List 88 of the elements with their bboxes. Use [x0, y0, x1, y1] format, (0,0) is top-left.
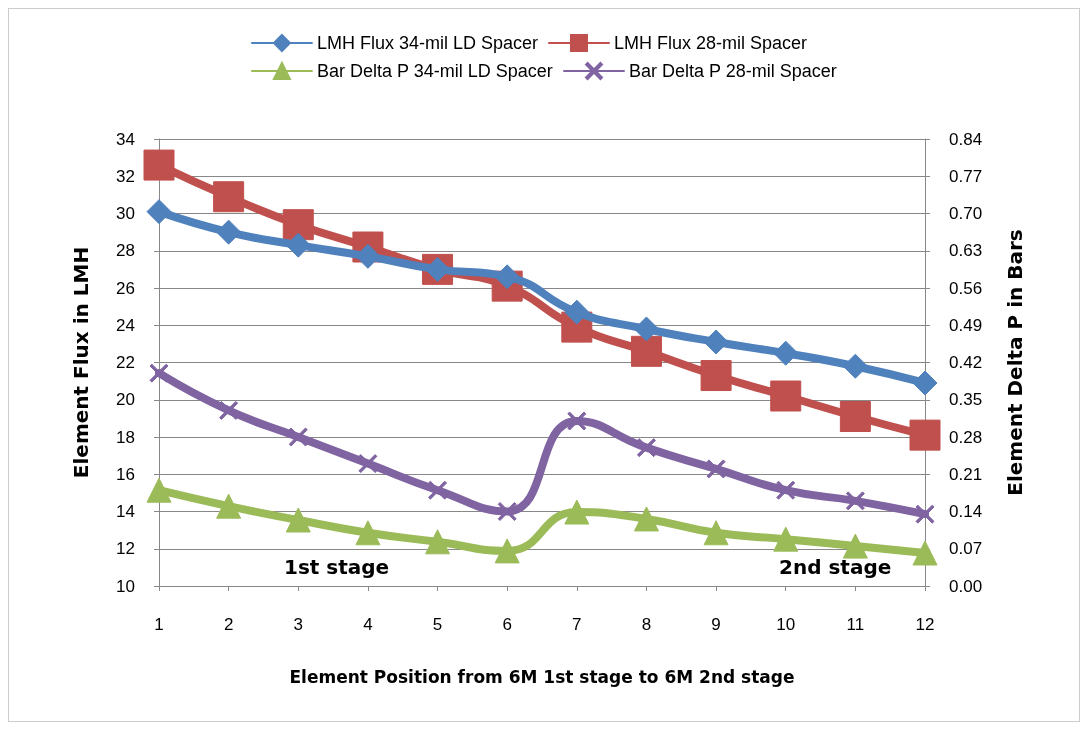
x-tick-label: 6	[502, 615, 512, 634]
point	[149, 363, 169, 383]
y2-tick-label: 0.28	[949, 427, 983, 447]
point	[912, 370, 938, 396]
x-tick-label: 4	[363, 615, 373, 634]
point	[636, 438, 656, 458]
point	[706, 459, 726, 479]
point	[216, 219, 242, 245]
point	[839, 401, 871, 433]
y2-tick-label: 0.84	[949, 129, 983, 149]
legend-label: Bar Delta P 34-mil LD Spacer	[316, 61, 553, 81]
point	[842, 533, 868, 559]
y2-tick-label: 0.14	[949, 502, 983, 521]
legend-label: LMH Flux 34-mil LD Spacer	[316, 33, 538, 53]
point	[288, 427, 308, 447]
y-tick-label: 28	[116, 241, 135, 261]
y-tick-label: 22	[116, 353, 135, 372]
y2-tick-label: 0.21	[949, 464, 983, 484]
point	[633, 316, 659, 342]
y-tick-label: 30	[116, 204, 135, 223]
point	[497, 502, 517, 521]
point	[285, 232, 311, 258]
x-tick-label: 2	[223, 615, 234, 634]
point	[703, 520, 729, 546]
point	[428, 480, 448, 500]
y2-axis-title: Element Delta P in Bars	[1003, 229, 1027, 496]
y-tick-label: 10	[116, 576, 135, 596]
y2-tick-label: 0.77	[949, 166, 983, 186]
point	[213, 181, 245, 213]
legend-label: Bar Delta P 28-mil Spacer	[629, 61, 837, 81]
x-tick-label: 7	[572, 615, 582, 634]
point	[285, 507, 311, 533]
y2-tick-label: 0.63	[949, 241, 983, 261]
x-tick-label: 12	[915, 615, 935, 634]
point	[146, 477, 172, 503]
y-axis-title: Element Flux in LMH	[69, 246, 93, 479]
y-tick-label: 34	[116, 129, 135, 149]
point	[909, 419, 941, 451]
y-tick-label: 12	[116, 539, 135, 559]
point	[912, 540, 938, 566]
x-tick-label: 5	[432, 615, 443, 634]
point	[915, 504, 935, 524]
point	[845, 491, 865, 511]
point	[630, 335, 662, 367]
y-tick-label: 16	[116, 464, 135, 484]
annotation: 1st stage	[284, 555, 390, 579]
point	[633, 506, 659, 532]
x-tick-label: 1	[154, 615, 164, 634]
point	[143, 149, 175, 181]
point	[773, 526, 799, 552]
y2-tick-label: 0.07	[949, 539, 983, 559]
point	[567, 411, 587, 431]
point	[703, 329, 729, 355]
x-tick-label: 3	[293, 615, 304, 634]
point	[494, 538, 520, 564]
y2-tick-label: 0.49	[949, 315, 983, 335]
point	[425, 529, 451, 555]
point	[219, 400, 239, 420]
point	[770, 380, 802, 412]
annotation: 2nd stage	[779, 555, 892, 579]
y-tick-label: 26	[116, 278, 135, 298]
point	[773, 340, 799, 366]
x-tick-label: 9	[711, 615, 721, 634]
legend-label: LMH Flux 28-mil Spacer	[613, 33, 808, 53]
point	[700, 360, 732, 392]
y-tick-label: 32	[116, 166, 135, 186]
point	[842, 353, 868, 379]
point	[282, 209, 314, 241]
y2-tick-label: 0.35	[949, 390, 983, 410]
x-axis-title: Element Position from 6M 1st stage to 6M 2nd stage	[289, 666, 795, 687]
y-tick-label: 18	[116, 427, 135, 447]
point	[358, 454, 378, 474]
y2-tick-label: 0.56	[949, 278, 983, 298]
point	[564, 499, 590, 525]
y2-tick-label: 0.00	[949, 576, 983, 596]
point	[355, 520, 381, 546]
x-tick-label: 11	[846, 615, 865, 634]
point	[776, 480, 796, 500]
point	[216, 493, 242, 519]
y2-tick-label: 0.42	[949, 353, 983, 372]
y-tick-label: 24	[116, 315, 135, 335]
y2-tick-label: 0.70	[949, 204, 983, 223]
point	[564, 299, 590, 325]
point	[146, 199, 172, 225]
x-tick-label: 8	[641, 615, 652, 634]
y-tick-label: 20	[116, 390, 135, 410]
y-tick-label: 14	[116, 502, 135, 521]
x-tick-label: 10	[776, 615, 796, 634]
